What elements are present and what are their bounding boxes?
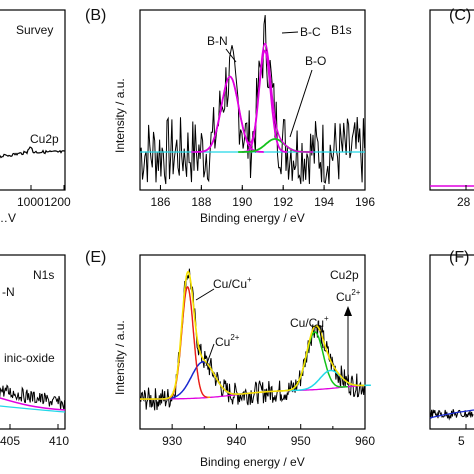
panel-b-label: (B) — [85, 7, 106, 24]
panel-e-xlabel: Binding energy / eV — [200, 455, 305, 469]
panel-f-raw-line — [429, 409, 474, 421]
panel-b-ylabel: Intensity / a.u. — [113, 78, 127, 153]
panel-e-tag: Cu2p — [330, 268, 359, 282]
panel-f: (F) 5 — [429, 249, 474, 448]
panel-e-tick-label-950: 950 — [291, 434, 311, 448]
panel-b-xlabel: Binding energy / eV — [200, 211, 305, 225]
panel-d-tag: N1s — [33, 268, 54, 282]
panel-a-tick-label-1200: 1200 — [44, 195, 71, 209]
panel-e-arrow-2 — [205, 343, 215, 367]
panel-d-tick-label-405: 405 — [0, 434, 20, 448]
panel-c-label: (C) — [449, 7, 471, 24]
panel-f-label: (F) — [449, 249, 469, 266]
panel-c-frame — [429, 9, 474, 191]
panel-f-tick-label: 5 — [458, 434, 465, 448]
panel-f-frame — [429, 254, 474, 430]
panel-d-fit-magenta — [0, 397, 66, 411]
panel-a-tick-label-1000: 1000 — [17, 195, 44, 209]
panel-b-annotation-bo: B-O — [305, 54, 326, 68]
panel-b-arrow-bn — [225, 48, 237, 63]
panel-a: 1000 1200 …V Survey Cu2p — [0, 9, 71, 225]
panel-d-fit-cyan — [0, 405, 66, 413]
panel-b-fit-b-c — [241, 49, 288, 153]
panel-e-curves — [139, 268, 371, 411]
panel-b-tick-label-186: 186 — [150, 195, 170, 209]
panel-d: N1s -N inic-oxide 405 410 — [0, 254, 69, 448]
panel-e-tick-label-940: 940 — [226, 434, 246, 448]
panel-b-tag: B1s — [331, 23, 352, 37]
panel-b-annotation-bn: B-N — [207, 34, 228, 48]
panel-c: (C) 28 — [429, 7, 474, 209]
panel-a-xlabel-fragment: …V — [0, 211, 16, 225]
panel-b-annotation-bc: B-C — [300, 25, 321, 39]
panel-d-tick-label-410: 410 — [49, 434, 69, 448]
panel-b-arrow-bc — [281, 31, 299, 34]
panel-c-tick-label: 28 — [457, 195, 471, 209]
panel-e-fit-peak-1 — [164, 285, 211, 400]
panel-e-tick-label-960: 960 — [355, 434, 375, 448]
panel-b-curves — [139, 15, 366, 185]
panel-e-annotation-cu2-2: Cu2+ — [336, 288, 361, 304]
panel-b-arrow-bo — [289, 69, 313, 138]
panel-e-annotation-cu-cu-plus-1: Cu/Cu+ — [213, 275, 252, 291]
panel-e-ylabel: Intensity / a.u. — [113, 320, 127, 395]
panel-b-tick-label-196: 196 — [355, 195, 375, 209]
panel-d-annotation-1: -N — [2, 285, 15, 299]
panel-b-tick-label-192: 192 — [273, 195, 293, 209]
panel-b-tick-label-188: 188 — [191, 195, 211, 209]
panel-d-frame — [0, 254, 66, 430]
panel-f-fit-stub — [429, 409, 474, 419]
panel-e-annotation-cu2-1: Cu2+ — [215, 333, 240, 349]
panel-b-x-axis: 186 188 190 192 194 196 — [150, 185, 375, 209]
panel-a-survey-line — [0, 146, 66, 159]
panel-a-annotation-cu2p: Cu2p — [30, 132, 59, 146]
panel-e-x-axis: 930 940 950 960 — [139, 424, 375, 448]
panel-e-arrow-3 — [319, 330, 324, 349]
panel-b-fit-envelope — [191, 42, 314, 153]
panel-b-tick-label-194: 194 — [314, 195, 334, 209]
panel-e-annotation-cu-cu-plus-2: Cu/Cu+ — [290, 314, 329, 330]
panel-b-frame — [139, 9, 366, 191]
panel-a-frame — [0, 9, 66, 191]
panel-e-label: (E) — [85, 249, 106, 266]
panel-e-frame — [139, 254, 366, 430]
panel-a-tag: Survey — [16, 23, 53, 37]
panel-e-fit-envelope — [140, 270, 365, 400]
panel-b-tick-label-190: 190 — [232, 195, 252, 209]
panel-e-tick-label-930: 930 — [162, 434, 182, 448]
panel-d-raw-line — [0, 384, 66, 410]
panel-b: (B) Intensity / a.u. 186 188 190 192 194 196 … — [85, 7, 375, 225]
panel-b-raw-spectrum — [139, 15, 366, 185]
panel-e-arrowhead-4 — [344, 306, 352, 316]
panel-e: (E) Intensity / a.u. 930 940 950 960 Bindin… — [85, 249, 375, 469]
panel-e-arrow-1 — [195, 288, 215, 301]
panel-d-annotation-2: inic-oxide — [4, 351, 55, 365]
